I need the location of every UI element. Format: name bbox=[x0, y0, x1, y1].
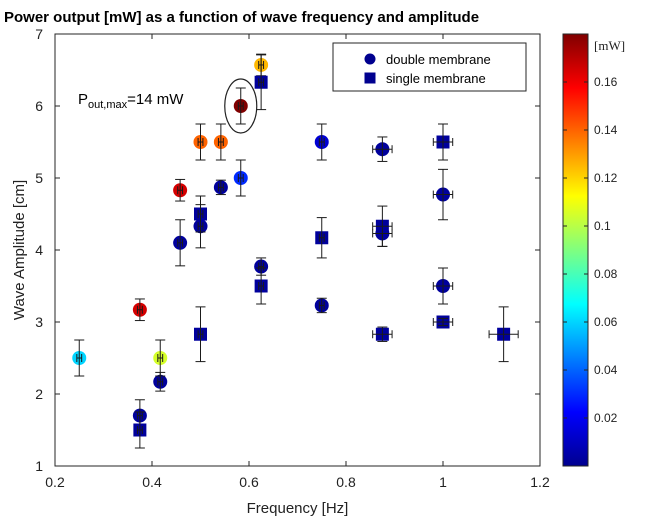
colorbar: 0.02 0.04 0.06 0.08 0.1 0.12 0.14 0.16 [mW] bbox=[562, 33, 625, 467]
legend: double membrane single membrane bbox=[332, 42, 527, 92]
x-tick-label: 0.8 bbox=[336, 474, 356, 490]
x-axis-ticks: 0.2 0.4 0.6 0.8 1 1.2 bbox=[45, 34, 550, 490]
colorbar-tick-label: 0.06 bbox=[594, 315, 618, 329]
single-membrane-point bbox=[372, 205, 393, 247]
double-membrane-point bbox=[432, 168, 454, 221]
max-power-ellipse bbox=[224, 78, 258, 134]
x-tick-label: 1.2 bbox=[530, 474, 550, 490]
single-membrane-point bbox=[488, 306, 519, 363]
chart-title: Power output [mW] as a function of wave … bbox=[4, 9, 479, 26]
y-axis-ticks: 1 2 3 4 5 6 7 bbox=[35, 26, 540, 474]
single-membrane-point bbox=[372, 326, 393, 342]
colorbar-tick-label: 0.16 bbox=[594, 75, 618, 89]
max-power-label: Pout,max=14 mW bbox=[78, 91, 184, 111]
max-power-annotation: Pout,max=14 mW bbox=[78, 78, 258, 134]
double-membrane-point bbox=[213, 123, 228, 161]
single-membrane-point bbox=[254, 267, 268, 305]
y-tick-label: 1 bbox=[35, 458, 43, 474]
single-membrane-point bbox=[194, 195, 207, 233]
double-membrane-point bbox=[173, 178, 188, 202]
y-tick-label: 7 bbox=[35, 26, 43, 42]
y-axis-label: Wave Amplitude [cm] bbox=[11, 180, 28, 320]
y-tick-label: 4 bbox=[35, 242, 43, 258]
legend-entry-double: double membrane bbox=[386, 52, 491, 67]
double-membrane-point bbox=[153, 339, 168, 377]
single-membrane-point bbox=[254, 54, 268, 111]
colorbar-tick-label: 0.1 bbox=[594, 219, 611, 233]
colorbar-tick-label: 0.04 bbox=[594, 363, 618, 377]
single-membrane-point bbox=[194, 306, 207, 363]
colorbar-gradient bbox=[562, 33, 589, 467]
x-axis-label: Frequency [Hz] bbox=[247, 500, 349, 517]
single-membrane-point bbox=[432, 123, 454, 161]
colorbar-ticks: 0.02 0.04 0.06 0.08 0.1 0.12 0.14 0.16 bbox=[563, 75, 618, 425]
x-tick-label: 0.2 bbox=[45, 474, 65, 490]
double-membrane-point bbox=[432, 267, 454, 305]
y-tick-label: 2 bbox=[35, 386, 43, 402]
double-membrane-point bbox=[314, 123, 329, 161]
y-tick-label: 6 bbox=[35, 98, 43, 114]
single-membrane-point bbox=[133, 411, 147, 449]
colorbar-tick-label: 0.02 bbox=[594, 411, 618, 425]
plot-area: 0.2 0.4 0.6 0.8 1 1.2 1 2 3 4 5 6 7 bbox=[35, 26, 550, 490]
double-membrane-point bbox=[132, 298, 147, 322]
legend-square-icon bbox=[364, 72, 376, 84]
double-membrane-point bbox=[233, 159, 248, 197]
x-tick-label: 0.6 bbox=[239, 474, 259, 490]
colorbar-tick-label: 0.14 bbox=[594, 123, 618, 137]
single-membrane-point bbox=[315, 217, 329, 259]
double-membrane-point bbox=[193, 123, 208, 161]
data-points bbox=[72, 53, 519, 449]
x-tick-label: 0.4 bbox=[142, 474, 162, 490]
single-membrane-point bbox=[432, 315, 454, 329]
colorbar-tick-label: 0.12 bbox=[594, 171, 618, 185]
double-membrane-point bbox=[72, 339, 87, 377]
legend-entry-single: single membrane bbox=[386, 71, 486, 86]
colorbar-tick-label: 0.08 bbox=[594, 267, 618, 281]
plot-frame bbox=[54, 33, 541, 467]
y-tick-label: 5 bbox=[35, 170, 43, 186]
y-tick-label: 3 bbox=[35, 314, 43, 330]
double-membrane-point bbox=[173, 219, 188, 267]
double-membrane-point bbox=[372, 136, 393, 162]
double-membrane-point bbox=[213, 179, 228, 196]
double-membrane-point bbox=[314, 297, 329, 314]
x-tick-label: 1 bbox=[439, 474, 447, 490]
colorbar-unit: [mW] bbox=[594, 38, 625, 53]
double-membrane-point bbox=[233, 87, 248, 125]
legend-circle-icon bbox=[364, 53, 376, 65]
